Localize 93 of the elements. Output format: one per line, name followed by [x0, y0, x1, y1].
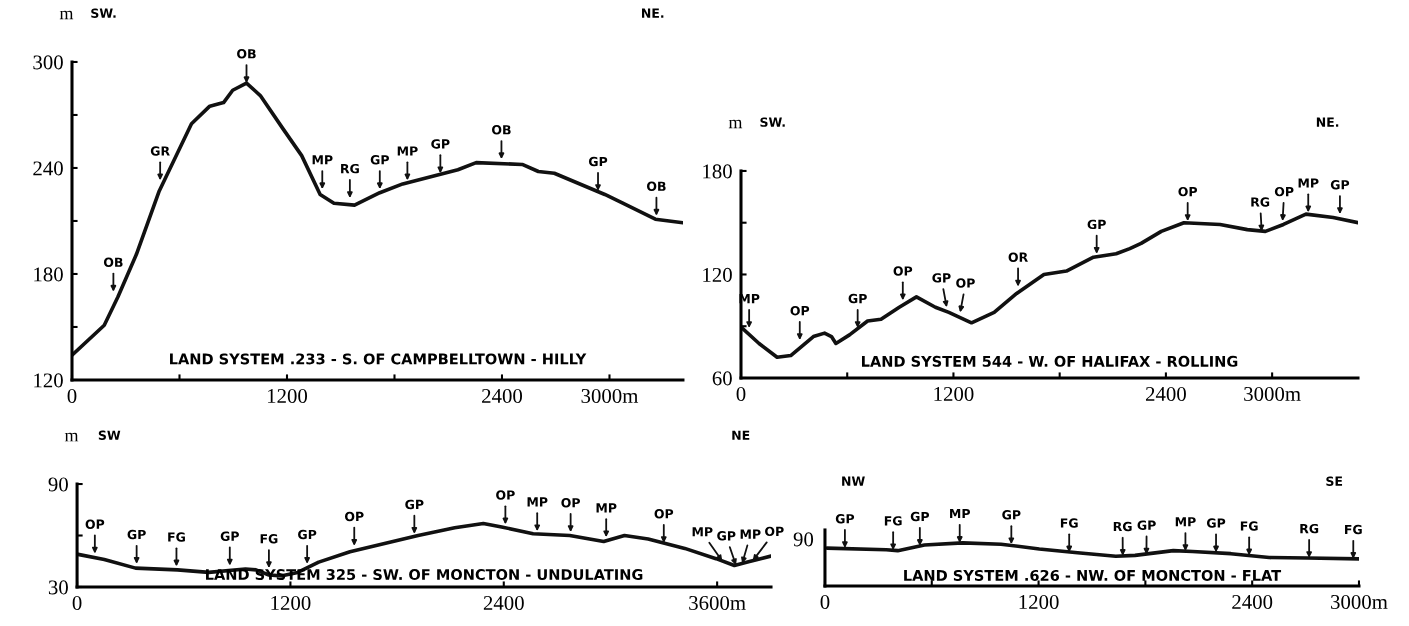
annotation: MP	[1298, 178, 1319, 188]
annotation: MP	[397, 146, 418, 156]
x-tick-label: 3000m	[1244, 386, 1301, 401]
text: NW	[842, 476, 865, 486]
text: LAND SYSTEM .233 - S. OF CAMPBELLTOWN - HILLY	[170, 353, 587, 365]
annotation: GP	[910, 511, 930, 522]
annotation: MP	[1175, 517, 1196, 527]
y-axis-title: m	[728, 119, 743, 129]
annotation: OP	[344, 511, 364, 522]
x-tick-label: 0	[820, 594, 830, 609]
x-tick-label: 3600m	[689, 595, 746, 610]
annotation: GP	[932, 273, 951, 283]
annotation: GR	[150, 146, 170, 156]
annotation: OP	[893, 266, 913, 276]
annotation: GP	[848, 293, 867, 304]
annotation: GP	[220, 531, 239, 541]
y-tick-label: 240	[33, 161, 63, 176]
y-tick-label: 120	[34, 373, 63, 388]
annotation: MP	[312, 155, 333, 165]
y-tick-label: 180	[703, 164, 732, 179]
annotation: OB	[103, 257, 123, 267]
x-tick-label: 0	[736, 386, 746, 401]
annotation: OP	[496, 490, 515, 500]
x-tick-label: 1200	[271, 595, 311, 610]
y-tick-label: 300	[33, 55, 63, 70]
annotation: MP	[527, 497, 548, 507]
annotation: OP	[561, 497, 581, 508]
annotation: OP	[1178, 186, 1198, 197]
annotation: GP	[431, 139, 450, 149]
annotation: GP	[1206, 518, 1226, 528]
x-tick-label: 0	[67, 388, 77, 403]
annotation: FG	[1060, 518, 1078, 528]
y-tick-label: 60	[712, 371, 732, 386]
x-tick-label: 2400	[1232, 594, 1273, 609]
annotation: OB	[237, 49, 256, 59]
annotation: FG	[1240, 521, 1258, 531]
text: SW.	[91, 8, 116, 18]
text: NE	[732, 430, 750, 440]
annotation: OP	[654, 508, 674, 519]
text: SW	[98, 430, 121, 440]
annotation: GP	[1002, 510, 1021, 520]
annotation: RG	[1251, 197, 1270, 207]
y-tick-label: 90	[48, 477, 68, 492]
x-tick-label: 0	[72, 595, 82, 610]
text: 90	[793, 532, 814, 547]
annotation: OR	[1008, 252, 1028, 262]
annotation: GP	[298, 529, 317, 540]
text: SE	[1326, 476, 1343, 486]
x-tick-label: 1200	[1019, 594, 1059, 609]
annotation: MP	[596, 503, 617, 513]
y-axis-title: m	[59, 10, 74, 20]
x-tick-label: 3000m	[1331, 594, 1388, 609]
text: LAND SYSTEM 544 - W. OF HALIFAX - ROLLING	[862, 355, 1238, 367]
annotation: MP	[950, 508, 970, 519]
text: LAND SYSTEM .626 - NW. OF MONCTON - FLAT	[904, 569, 1282, 581]
x-tick-label: 2400	[482, 388, 523, 403]
annotation: FG	[884, 516, 902, 526]
annotation: OP	[765, 526, 784, 537]
annotation: GP	[1137, 520, 1156, 530]
annotation: GP	[1087, 219, 1106, 230]
annotation: MP	[740, 529, 761, 539]
annotation: GP	[717, 531, 736, 541]
annotation: FG	[1345, 524, 1362, 535]
annotation: RG	[1300, 523, 1319, 534]
annotation: GP	[405, 499, 424, 510]
annotation: FG	[260, 534, 278, 544]
annotation: OB	[646, 181, 666, 192]
annotation: GP	[588, 156, 608, 167]
y-tick-label: 180	[34, 267, 63, 282]
x-tick-label: 2400	[1145, 386, 1186, 401]
annotation: MP	[692, 527, 713, 537]
y-axis-title: m	[64, 432, 79, 442]
x-tick-label: 3000m	[581, 388, 639, 403]
text: SW.	[760, 117, 785, 127]
x-tick-label: 1200	[267, 388, 308, 403]
text: NE.	[1316, 117, 1339, 127]
x-tick-label: 2400	[483, 595, 524, 610]
x-tick-label: 1200	[934, 386, 974, 401]
annotation: GP	[370, 155, 389, 165]
y-tick-label: 120	[703, 267, 732, 282]
annotation: GP	[1330, 179, 1350, 190]
annotation: RG	[1113, 521, 1132, 532]
annotation: OP	[790, 305, 810, 316]
y-tick-label: 30	[48, 580, 68, 595]
text: NE.	[642, 8, 664, 18]
annotation: OB	[492, 125, 511, 135]
annotation: RG	[341, 163, 359, 174]
annotation: OP	[85, 519, 105, 529]
annotation: OP	[956, 278, 975, 288]
annotation: OP	[1274, 186, 1294, 197]
annotation: GP	[835, 513, 855, 524]
annotation: GP	[127, 529, 146, 540]
annotation: FG	[168, 532, 185, 542]
